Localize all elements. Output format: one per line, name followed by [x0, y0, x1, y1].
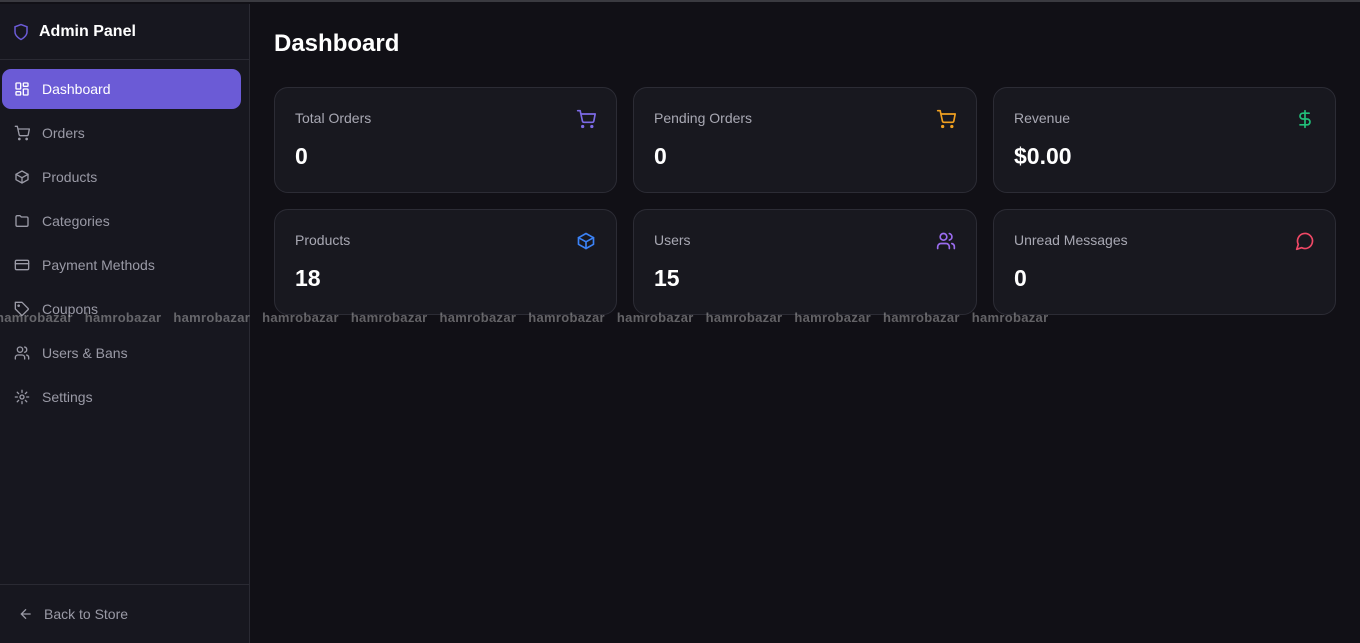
stat-label: Pending Orders — [654, 110, 753, 126]
dashboard-icon — [15, 82, 29, 96]
sidebar-item-label: Dashboard — [42, 81, 111, 97]
message-icon — [1295, 232, 1314, 251]
dollar-icon — [1299, 109, 1311, 129]
brand: Admin Panel — [0, 4, 249, 60]
sidebar-item-label: Payment Methods — [42, 257, 155, 273]
stat-value: 0 — [1014, 265, 1027, 291]
stat-value: 15 — [654, 265, 680, 291]
shield-icon — [14, 23, 28, 40]
cart-icon — [14, 125, 30, 141]
stat-label: Total Orders — [295, 110, 372, 126]
credit-card-icon — [14, 259, 30, 271]
cart-icon — [576, 109, 596, 129]
stat-label: Products — [295, 232, 351, 248]
cart-icon — [936, 109, 956, 129]
stat-card-pending-orders: Pending Orders 0 — [633, 87, 977, 193]
sidebar-item-dashboard[interactable]: Dashboard — [2, 69, 241, 109]
sidebar-item-payment-methods[interactable]: Payment Methods — [2, 245, 241, 285]
stat-card-users: Users 15 — [633, 209, 977, 315]
sidebar-item-users-bans[interactable]: Users & Bans — [2, 333, 241, 373]
page-title: Dashboard — [274, 30, 400, 57]
users-icon — [936, 232, 956, 250]
sidebar-item-label: Products — [42, 169, 98, 185]
stat-label: Users — [654, 232, 691, 248]
stat-value: 0 — [295, 143, 308, 169]
users-icon — [14, 346, 30, 360]
gear-icon — [14, 389, 30, 405]
sidebar-item-settings[interactable]: Settings — [2, 377, 241, 417]
sidebar: Admin Panel Dashboard Orders Products Categ… — [0, 4, 250, 643]
sidebar-item-label: Categories — [42, 213, 110, 229]
stat-card-total-orders: Total Orders 0 — [274, 87, 617, 193]
stat-label: Unread Messages — [1014, 232, 1128, 248]
sidebar-item-products[interactable]: Products — [2, 157, 241, 197]
sidebar-item-label: Settings — [42, 389, 93, 405]
folder-icon — [15, 215, 29, 227]
back-to-store-label: Back to Store — [44, 606, 129, 622]
tag-icon — [14, 301, 30, 317]
stat-value: 0 — [654, 143, 667, 169]
package-icon — [577, 232, 595, 250]
package-icon — [15, 170, 29, 184]
app-title: Admin Panel — [39, 22, 136, 40]
sidebar-item-coupons[interactable]: Coupons — [2, 289, 241, 329]
sidebar-item-categories[interactable]: Categories — [2, 201, 241, 241]
sidebar-item-orders[interactable]: Orders — [2, 113, 241, 153]
sidebar-item-label: Orders — [42, 125, 85, 141]
main-content: Dashboard Total Orders 0 Pending Orders 0 Re… — [274, 30, 1336, 315]
stat-value: $0.00 — [1014, 143, 1072, 169]
stat-value: 18 — [295, 265, 321, 291]
arrow-left-icon — [20, 608, 31, 620]
sidebar-item-label: Users & Bans — [42, 345, 128, 361]
back-to-store-link[interactable]: Back to Store — [0, 584, 249, 643]
stat-label: Revenue — [1014, 110, 1071, 126]
sidebar-item-label: Coupons — [42, 301, 99, 317]
stat-card-products: Products 18 — [274, 209, 617, 315]
stat-card-revenue: Revenue $0.00 — [993, 87, 1336, 193]
stat-card-unread-messages: Unread Messages 0 — [993, 209, 1336, 315]
